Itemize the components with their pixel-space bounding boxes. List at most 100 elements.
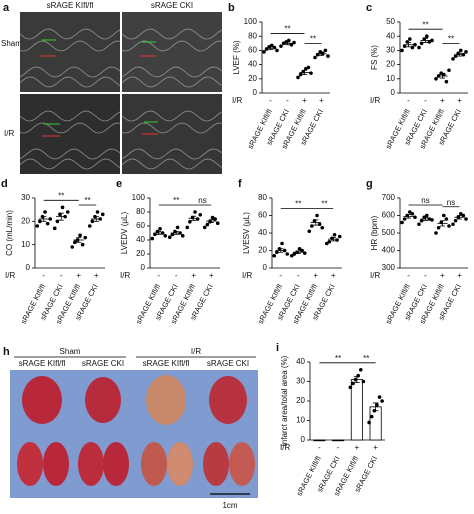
heart-slice (167, 442, 193, 486)
ir-sign: + (94, 271, 99, 280)
data-point (348, 385, 353, 390)
y-tick-label: 50 (386, 17, 395, 26)
y-axis-label: LVESV (μL) (242, 212, 251, 254)
significance-label: ** (173, 196, 179, 205)
data-point (213, 217, 217, 221)
data-point (83, 235, 88, 240)
data-point (315, 213, 319, 218)
column-label: sRAGE KIfl/fl (19, 359, 66, 368)
data-point (292, 40, 296, 45)
ir-sign: + (373, 443, 378, 452)
data-point (180, 234, 185, 238)
data-point (298, 72, 303, 77)
y-axis-label: FS (%) (370, 45, 379, 70)
data-point (413, 42, 417, 47)
y-tick-label: 40 (386, 31, 395, 40)
data-point (300, 248, 304, 253)
y-axis-label: LVEF (%) (232, 40, 241, 74)
ir-sign: + (440, 96, 445, 105)
data-point (310, 224, 314, 228)
data-point (175, 225, 180, 230)
data-point (55, 219, 60, 224)
data-point (408, 37, 412, 41)
data-point (434, 231, 438, 235)
data-point (351, 381, 355, 386)
y-tick-label: 0 (26, 263, 31, 272)
echo-wave (121, 122, 223, 134)
panel-letter: b (228, 2, 235, 14)
data-point (87, 224, 92, 228)
data-point (48, 217, 53, 221)
ir-label: I/R (120, 271, 130, 280)
data-point (193, 210, 197, 214)
ir-sign: - (424, 271, 427, 280)
panel-letter: c (366, 2, 372, 14)
y-tick-label: 0 (141, 263, 146, 272)
y-tick-label: 20 (136, 249, 145, 258)
data-point (464, 217, 468, 221)
data-point (436, 225, 441, 230)
y-tick-label: 500 (382, 228, 396, 237)
significance-label: ** (310, 35, 316, 44)
data-point (459, 48, 463, 53)
heart (85, 377, 121, 423)
ir-sign: - (286, 96, 289, 105)
data-point (434, 77, 438, 81)
data-point (419, 218, 424, 223)
data-point (307, 229, 312, 234)
heart (146, 375, 186, 425)
y-tick-label: 100 (132, 193, 146, 202)
significance-label: ns (198, 196, 206, 205)
y-axis-label: CO (mL/min) (5, 210, 14, 256)
data-point (296, 75, 300, 80)
heart-slice (141, 442, 167, 486)
y-tick-label: 60 (258, 211, 267, 220)
echo-image (20, 94, 120, 174)
ir-label: I/R (280, 443, 290, 452)
echo-image (122, 12, 222, 92)
data-point (65, 210, 70, 214)
row-label: I/R (4, 129, 14, 138)
data-point (464, 50, 468, 54)
echo-wave (19, 76, 121, 88)
data-point (413, 215, 417, 220)
panel-letter: e (116, 178, 122, 190)
data-point (188, 220, 192, 224)
data-point (444, 217, 449, 221)
data-point (78, 233, 82, 238)
data-point (400, 48, 404, 53)
significance-label: ** (335, 354, 341, 363)
data-point (430, 218, 434, 222)
echo-wave (19, 66, 121, 78)
data-point (289, 42, 294, 47)
significance-label: ** (284, 25, 290, 34)
y-tick-label: 80 (136, 207, 145, 216)
data-point (292, 252, 297, 256)
data-point (309, 71, 313, 75)
y-tick-label: 60 (248, 46, 257, 55)
data-point (297, 246, 302, 251)
ir-sign: + (302, 96, 307, 105)
data-point (158, 227, 162, 231)
echo-wave (121, 66, 223, 78)
data-point (317, 222, 322, 227)
data-point (324, 241, 329, 246)
data-point (453, 218, 458, 223)
data-point (358, 368, 363, 372)
data-point (52, 226, 57, 231)
echo-wave (19, 110, 121, 122)
y-tick-label: 0 (391, 88, 396, 97)
data-point (425, 213, 429, 218)
heart-slice (17, 442, 43, 486)
data-point (275, 250, 279, 255)
data-point (444, 79, 449, 84)
group-label: I/R (191, 347, 201, 356)
ir-label: I/R (242, 271, 252, 280)
data-point (153, 232, 157, 237)
significance-label: ns (447, 198, 455, 207)
echo-wave (19, 148, 121, 160)
data-point (400, 220, 404, 225)
bar (350, 379, 363, 441)
column-label: sRAGE CKI (207, 359, 249, 368)
data-point (270, 43, 274, 48)
